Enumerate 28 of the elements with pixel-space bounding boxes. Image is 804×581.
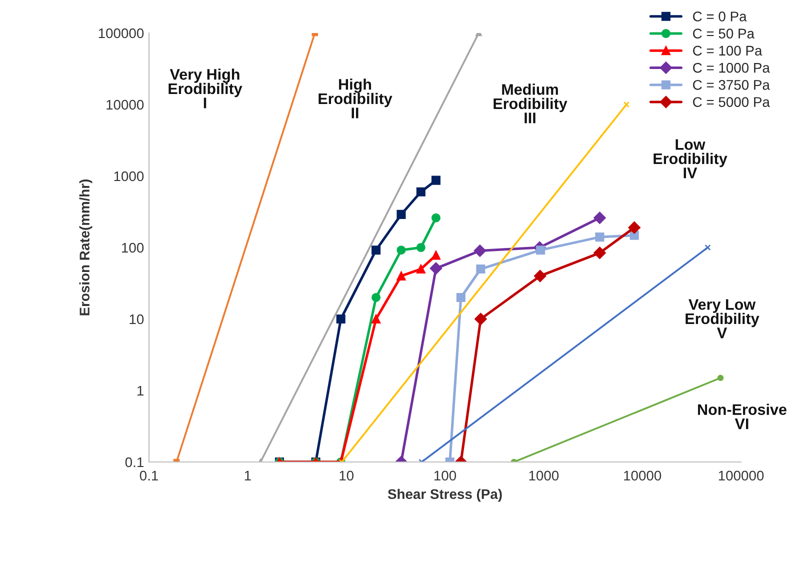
x-axis-title: Shear Stress (Pa) xyxy=(388,488,502,502)
y-tick-label: 0.1 xyxy=(125,457,144,468)
y-tick-label: 100000 xyxy=(98,28,144,38)
legend-label: C = 3750 Pa xyxy=(693,80,770,90)
x-tick-label: 0.1 xyxy=(140,470,158,481)
y-tick-label: 10000 xyxy=(106,100,144,110)
y-tick-label: 100 xyxy=(122,242,144,253)
annotation: High Erodibility II xyxy=(318,78,392,118)
legend-label: C = 100 Pa xyxy=(693,46,762,56)
legend-label: C = 1000 Pa xyxy=(693,62,770,73)
x-tick-label: 10000 xyxy=(624,470,662,481)
x-tick-label: 100 xyxy=(434,470,456,481)
annotation: Very Low Erodibility V xyxy=(686,299,760,338)
annotation: Very High Erodibility I xyxy=(168,68,242,108)
x-tick-label: 10 xyxy=(340,470,354,481)
annotation: Medium Erodibility III xyxy=(494,84,568,124)
x-tick-label: 1 xyxy=(244,470,251,480)
y-tick-label: 10 xyxy=(130,314,144,324)
y-tick-label: 1000 xyxy=(114,171,144,182)
y-tick-label: 1 xyxy=(137,386,144,396)
annotation: Low Erodibility IV xyxy=(654,139,728,178)
y-axis-title: Erosion Rate(mm/hr) xyxy=(79,180,92,316)
legend-label: C = 5000 Pa xyxy=(693,97,770,107)
annotation: Non-Erosive VI xyxy=(698,404,786,430)
x-tick-label: 100000 xyxy=(718,470,764,481)
x-tick-label: 1000 xyxy=(529,470,559,481)
legend-label: C = 50 Pa xyxy=(693,28,754,38)
legend-label: C = 0 Pa xyxy=(693,12,747,22)
